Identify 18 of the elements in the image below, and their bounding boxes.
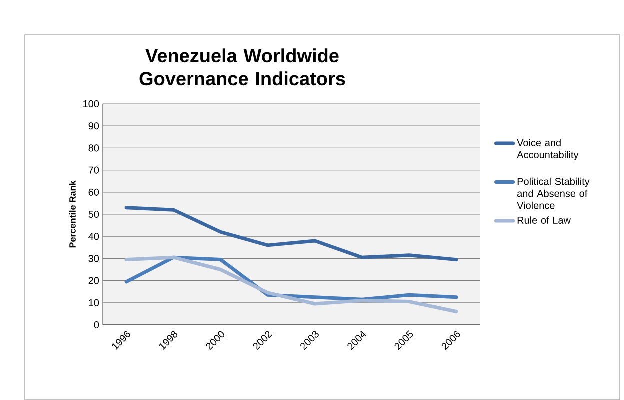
- y-tick-label: 100: [84, 100, 100, 108]
- y-tick-label: 30: [88, 255, 100, 262]
- line-series: [124, 206, 458, 262]
- y-tick-label: 80: [88, 144, 100, 152]
- y-tick-label: 90: [88, 122, 100, 130]
- y-tick-label: 70: [88, 166, 100, 174]
- chart-title: Venezuela Worldwide Governance Indicators: [140, 48, 346, 86]
- y-tick-label: 20: [88, 277, 100, 284]
- y-tick-label: 60: [88, 188, 100, 196]
- legend-label: Political Stability and Absense of Violence: [517, 178, 590, 210]
- legend-label: Rule of Law: [518, 216, 571, 224]
- y-tick-label: 10: [89, 299, 100, 306]
- line-series: [124, 256, 458, 314]
- y-tick-label: 40: [88, 233, 100, 240]
- legend-label: Voice and Accountability: [517, 139, 579, 160]
- y-tick-label: 50: [88, 210, 100, 218]
- y-tick-label: 0: [94, 321, 100, 329]
- y-axis-title: Percentile Rank: [69, 180, 76, 248]
